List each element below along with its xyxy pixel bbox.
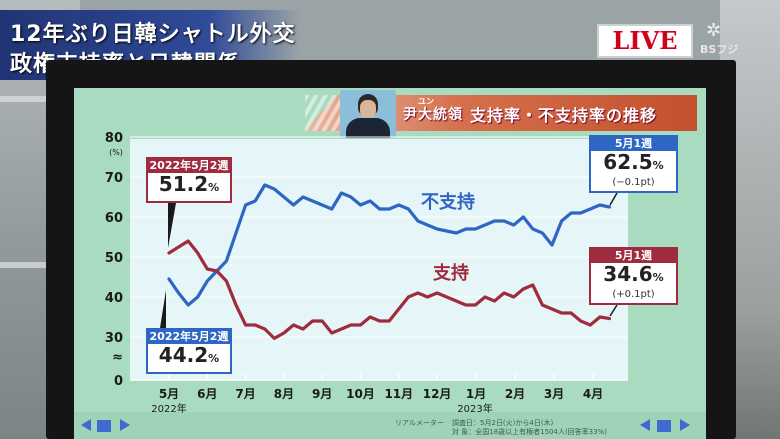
axis-break-mark: ≈ — [112, 350, 123, 365]
channel-logo-text: BSフジ — [700, 43, 739, 56]
year-label: 2023年 — [457, 402, 492, 415]
x-axis: 5月 6月 7月 8月 9月 10月 11月 12月 1月 2月 3月 4月 2022年 2023年 — [130, 374, 628, 415]
channel-logo: ✲ BSフジ — [700, 20, 738, 57]
nav-prev-icon[interactable] — [640, 419, 650, 431]
callout-disapprove-start: 2022年5月2週 51.2% — [146, 157, 232, 203]
callout-pointer — [609, 304, 618, 317]
header-stripes — [305, 95, 345, 131]
y-tick-label: 60 — [105, 211, 123, 226]
callout-value: 51.2% — [158, 172, 220, 196]
callout-value: 44.2% — [158, 343, 220, 367]
president-photo — [340, 90, 396, 138]
caption-line-1: 12年ぶり日韓シャトル外交 — [10, 22, 296, 47]
nav-stop-icon[interactable] — [97, 420, 111, 432]
series-lines — [167, 183, 612, 340]
chart-title: 支持率・不支持率の推移 — [470, 106, 658, 125]
callout-change: (+0.1pt) — [612, 289, 655, 300]
live-badge: LIVE — [597, 24, 693, 58]
background-rail — [0, 96, 80, 102]
callout-value: 34.6% — [603, 262, 664, 286]
y-tick-label: 30 — [105, 331, 123, 346]
president-name: 尹大統領 — [403, 107, 463, 123]
callout-value: 62.5% — [603, 150, 664, 174]
x-tick-label: 6月 — [197, 387, 217, 401]
x-tick-label: 5月 — [159, 387, 179, 401]
footer-period: 調査日：5月2日(火)から4日(木) — [452, 419, 554, 427]
x-tick-label: 11月 — [384, 387, 413, 401]
callout-label: 2022年5月2週 — [148, 159, 230, 173]
nav-next-icon[interactable] — [120, 419, 130, 431]
footer-target: 対 象：全国18歳以上有権者1504人(回答率33%) — [452, 428, 607, 436]
y-tick-label: 80 — [105, 131, 123, 146]
callout-label: 5月1週 — [591, 137, 676, 151]
x-tick-label: 10月 — [346, 387, 375, 401]
callout-change: (−0.1pt) — [612, 177, 655, 188]
callout-pointer — [160, 290, 166, 328]
callout-leaders — [160, 192, 618, 328]
nav-stop-icon[interactable] — [657, 420, 671, 432]
callout-label: 2022年5月2週 — [148, 330, 230, 344]
x-tick-label: 9月 — [312, 387, 332, 401]
x-tick-label: 8月 — [274, 387, 294, 401]
name-ruby: ユン — [418, 97, 434, 106]
y-tick-label: 70 — [105, 171, 123, 186]
nav-next-icon[interactable] — [680, 419, 690, 431]
callout-disapprove-latest: 5月1週 62.5% (−0.1pt) — [589, 135, 678, 193]
y-tick-label: 0 — [114, 374, 123, 389]
x-tick-label: 12月 — [423, 387, 452, 401]
callout-label: 5月1週 — [591, 249, 676, 263]
series-label-support: 支持 — [432, 262, 469, 284]
x-tick-label: 4月 — [583, 387, 603, 401]
footer-source: リアルメーター — [395, 419, 444, 427]
x-tick-label: 1月 — [466, 387, 486, 401]
y-axis: 30 40 50 60 70 80 0 ≈ (%) — [105, 131, 123, 389]
y-axis-unit: (%) — [109, 148, 123, 157]
year-label: 2022年 — [151, 402, 186, 415]
background-rail — [0, 262, 80, 268]
callout-support-start: 2022年5月2週 44.2% — [146, 328, 232, 374]
callout-pointer — [168, 203, 176, 248]
x-tick-label: 3月 — [544, 387, 564, 401]
nav-prev-icon[interactable] — [81, 419, 91, 431]
series-line — [167, 183, 612, 307]
y-tick-label: 40 — [105, 291, 123, 306]
channel-logo-icon: ✲ — [706, 20, 722, 41]
callout-pointer — [609, 192, 618, 206]
chart-footer-band — [74, 412, 706, 439]
callout-support-latest: 5月1週 34.6% (+0.1pt) — [589, 247, 678, 305]
x-tick-label: 7月 — [235, 387, 255, 401]
series-line — [167, 239, 612, 340]
x-tick-label: 2月 — [505, 387, 525, 401]
series-label-disapprove: 不支持 — [421, 191, 475, 213]
y-tick-label: 50 — [105, 251, 123, 266]
